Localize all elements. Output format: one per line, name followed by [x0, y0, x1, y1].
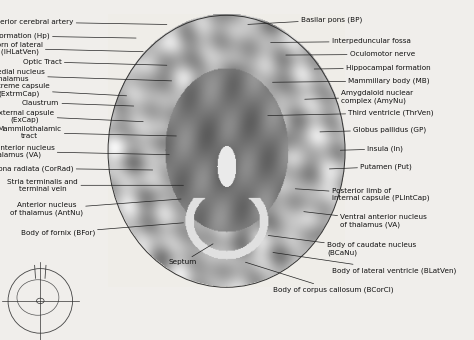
Text: Oculomotor nerve: Oculomotor nerve — [286, 51, 415, 57]
Text: Body of lateral ventricle (BLatVen): Body of lateral ventricle (BLatVen) — [273, 253, 456, 274]
Text: Body of fornix (BFor): Body of fornix (BFor) — [20, 223, 183, 236]
Text: Corona radiata (CorRad): Corona radiata (CorRad) — [0, 165, 153, 172]
Text: Basilar pons (BP): Basilar pons (BP) — [248, 16, 362, 24]
Text: Mammilothalamic
tract: Mammilothalamic tract — [0, 126, 176, 139]
Text: Posterior cerebral artery: Posterior cerebral artery — [0, 19, 167, 25]
Text: Third ventricle (ThrVen): Third ventricle (ThrVen) — [268, 109, 434, 116]
Text: Ventral anterior nucleus
of thalamus (VA): Ventral anterior nucleus of thalamus (VA… — [304, 211, 427, 228]
Text: Septum: Septum — [168, 244, 213, 266]
Text: Globus pallidus (GP): Globus pallidus (GP) — [320, 126, 426, 133]
Text: External capsule
(ExCap): External capsule (ExCap) — [0, 109, 143, 123]
Text: Extreme capsule
(ExtrmCap): Extreme capsule (ExtrmCap) — [0, 83, 127, 97]
Text: Ventral anterior nucleus
of thalamus (VA): Ventral anterior nucleus of thalamus (VA… — [0, 144, 169, 158]
Text: Amygdaloid nuclear
complex (AmyNu): Amygdaloid nuclear complex (AmyNu) — [305, 90, 413, 104]
Text: Stria terminalis and
terminal vein: Stria terminalis and terminal vein — [8, 179, 183, 192]
Text: Hippocampal formation: Hippocampal formation — [314, 65, 431, 71]
Text: Posterior limb of
internal capsule (PLIntCap): Posterior limb of internal capsule (PLIn… — [295, 188, 429, 201]
Text: Body of caudate nucleus
(BCaNu): Body of caudate nucleus (BCaNu) — [268, 236, 416, 256]
Text: Anterior nucleus
of thalamus (AntNu): Anterior nucleus of thalamus (AntNu) — [10, 199, 181, 216]
Text: Dorsomedial nucleus
of thalamus: Dorsomedial nucleus of thalamus — [0, 69, 172, 82]
Text: Putamen (Put): Putamen (Put) — [329, 163, 412, 170]
Text: Mammillary body (MB): Mammillary body (MB) — [273, 78, 430, 84]
Text: Interpeduncular fossa: Interpeduncular fossa — [271, 38, 410, 45]
Text: Optic Tract: Optic Tract — [23, 59, 167, 65]
Text: Body of corpus callosum (BCorCl): Body of corpus callosum (BCorCl) — [246, 262, 393, 293]
Text: Insula (In): Insula (In) — [340, 146, 403, 152]
Text: Inferior horn of lateral
ventricle (IHLatVen): Inferior horn of lateral ventricle (IHLa… — [0, 41, 143, 55]
Text: Claustrum: Claustrum — [22, 100, 134, 106]
Text: Hippocampal formation (Hp): Hippocampal formation (Hp) — [0, 32, 136, 39]
